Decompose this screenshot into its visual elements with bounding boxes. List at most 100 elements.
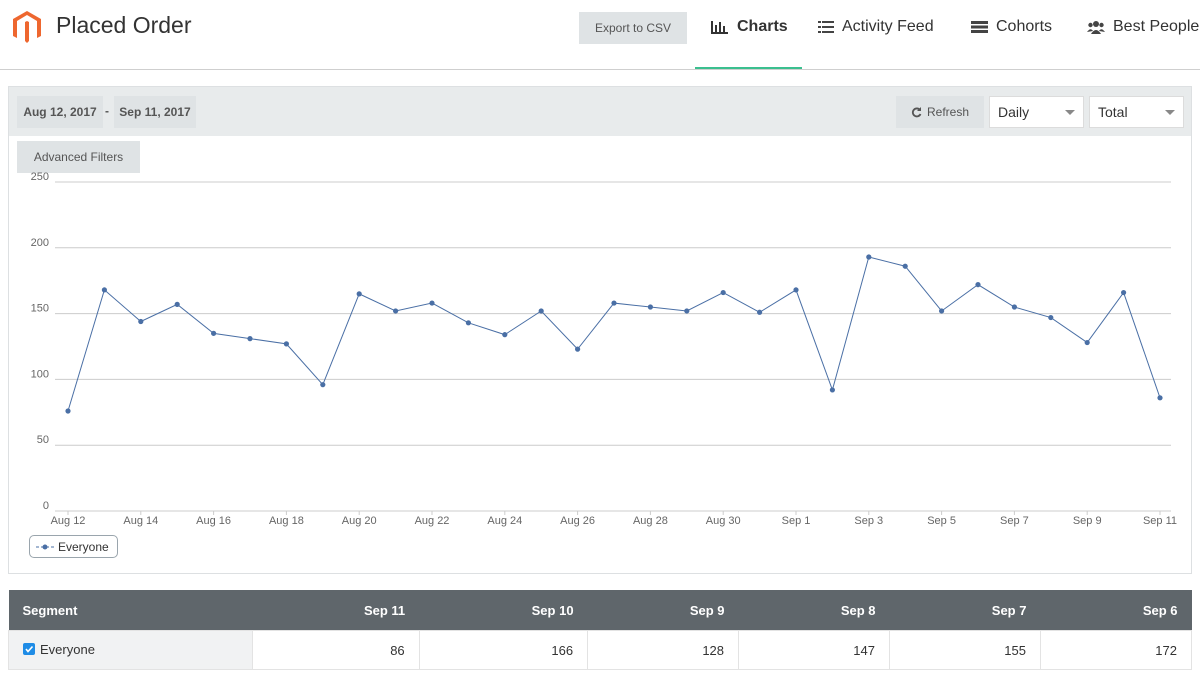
data-point (647, 304, 654, 310)
x-tick-label: Sep 1 (782, 515, 811, 527)
x-tick-label: Aug 28 (633, 515, 668, 527)
x-tick-label: Aug 18 (269, 515, 304, 527)
header-cell: Sep 9 (587, 590, 739, 631)
y-tick-label: 200 (31, 237, 49, 249)
cell: 147 (738, 630, 890, 670)
data-point (1011, 304, 1018, 310)
x-tick-label: Sep 11 (1143, 515, 1177, 527)
header-cell: Sep 10 (419, 590, 588, 631)
header-cell: Sep 8 (738, 590, 890, 631)
caret (1065, 110, 1075, 115)
x-tick-label: Aug 22 (415, 515, 450, 527)
x-tick-label: Sep 7 (1000, 515, 1029, 527)
x-tick-label: Sep 9 (1073, 515, 1102, 527)
x-tick-label: Sep 3 (854, 515, 883, 527)
x-tick-label: Aug 30 (706, 515, 741, 527)
data-point (356, 291, 362, 297)
start-date[interactable]: Aug 12, 2017 (17, 96, 103, 128)
table-row: Everyone 86 166 128 147 155 172 (8, 630, 1193, 670)
export-button[interactable]: Export to CSV (579, 12, 687, 44)
data-point (211, 330, 217, 336)
data-point (575, 346, 581, 352)
chart-panel (8, 86, 1192, 574)
header-cell: Sep 11 (252, 590, 420, 631)
legend-label: Everyone (58, 539, 109, 554)
segment-name: Everyone (40, 641, 95, 657)
x-tick-label: Sep 5 (927, 515, 956, 527)
select-value: Daily (998, 104, 1030, 120)
data-point (1157, 395, 1163, 401)
tab-label: Best People (1113, 18, 1200, 35)
data-point (283, 341, 289, 347)
header-border (0, 69, 1200, 70)
data-point (939, 308, 945, 314)
cell: 86 (252, 630, 420, 670)
legend[interactable]: Everyone (29, 535, 118, 558)
data-point (1084, 339, 1090, 346)
data-point (684, 308, 690, 314)
tab-label: Charts (737, 18, 788, 35)
data-point (65, 408, 71, 414)
date-separator: - (105, 104, 109, 118)
y-tick-label: 50 (37, 434, 49, 446)
caret (1165, 110, 1175, 115)
icon (711, 21, 728, 34)
data-point (720, 289, 726, 296)
data-point (538, 308, 544, 314)
x-tick-label: Aug 26 (560, 515, 595, 527)
data-point (611, 300, 617, 306)
data-point (174, 301, 180, 307)
header-cell: Sep 6 (1040, 590, 1192, 631)
interval-select[interactable]: Daily (989, 96, 1084, 128)
data-point (757, 309, 763, 315)
refresh-label: Refresh (926, 105, 970, 119)
chart: 0 50 100 150 200 250 Aug 12 Aug 14 Aug 16 Aug 18 A… (31, 171, 1177, 527)
end-date[interactable]: Sep 11, 2017 (114, 96, 196, 128)
x-tick-label: Aug 20 (342, 515, 377, 527)
data-point (866, 254, 872, 260)
data-point (320, 382, 326, 388)
icon (1087, 21, 1105, 34)
tab-activity[interactable]: Activity Feed (818, 14, 934, 40)
data-point (429, 300, 435, 306)
data-point (902, 263, 908, 269)
data-point (101, 287, 107, 293)
data-point (829, 387, 836, 393)
data-point (393, 308, 399, 314)
data-point (247, 336, 253, 342)
header-cell: Segment (8, 590, 253, 631)
data-point (793, 287, 799, 293)
x-tick-label: Aug 16 (196, 515, 231, 527)
data-point (138, 318, 144, 325)
active-tab-underline (695, 67, 802, 70)
y-tick-label: 100 (31, 368, 49, 380)
metric-select[interactable]: Total (1089, 96, 1184, 128)
tab-cohorts[interactable]: Cohorts (971, 14, 1052, 40)
select-value: Total (1098, 104, 1128, 120)
checkbox[interactable] (23, 643, 35, 656)
header-cell: Sep 7 (889, 590, 1041, 631)
icon (971, 21, 988, 33)
refresh-button[interactable]: Refresh (896, 96, 984, 128)
tab-people[interactable]: Best People (1087, 14, 1199, 40)
icon (818, 21, 834, 33)
series-line (67, 256, 1161, 412)
data-point (1048, 314, 1054, 321)
logo (13, 11, 41, 43)
data-point (975, 282, 981, 288)
legend-symbol (36, 544, 54, 549)
x-tick-label: Aug 24 (487, 515, 522, 527)
icon (911, 106, 922, 117)
tab-label: Cohorts (996, 18, 1053, 35)
advanced-filters[interactable]: Advanced Filters (17, 141, 140, 173)
x-tick-label: Aug 14 (123, 515, 158, 527)
data-point (1121, 289, 1127, 296)
y-tick-label: 0 (43, 500, 49, 512)
cell: 155 (889, 630, 1041, 670)
tab-charts[interactable]: Charts (711, 14, 788, 40)
data-point (502, 332, 508, 338)
page-title: Placed Order (56, 12, 192, 38)
data-point (465, 320, 471, 326)
